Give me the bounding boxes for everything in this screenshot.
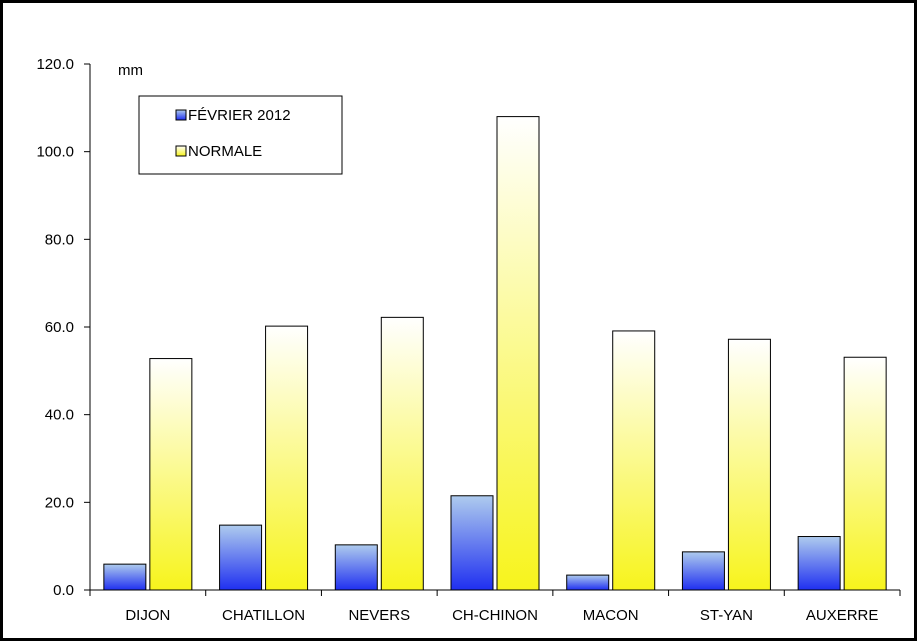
legend-label-fevrier: FÉVRIER 2012 bbox=[188, 107, 291, 124]
y-tick-label: 20.0 bbox=[45, 494, 74, 511]
x-category-label: CHATILLON bbox=[222, 607, 305, 624]
y-tick-label: 80.0 bbox=[45, 231, 74, 248]
legend-swatch-fevrier bbox=[175, 109, 187, 121]
legend-box bbox=[138, 95, 343, 175]
bar-normale bbox=[149, 358, 193, 591]
x-category-label: AUXERRE bbox=[806, 607, 879, 624]
bar-normale bbox=[843, 356, 887, 591]
x-category-label: MACON bbox=[583, 607, 639, 624]
bars bbox=[103, 116, 887, 591]
bar-fevrier bbox=[681, 551, 725, 591]
y-tick-label: 120.0 bbox=[36, 56, 74, 73]
x-category-label: ST-YAN bbox=[700, 607, 753, 624]
bar-fevrier bbox=[797, 536, 841, 591]
bar-fevrier bbox=[103, 563, 147, 591]
y-tick-label: 60.0 bbox=[45, 319, 74, 336]
legend-swatch-normale bbox=[175, 145, 187, 157]
y-tick-label: 100.0 bbox=[36, 144, 74, 161]
x-category-label: NEVERS bbox=[348, 607, 410, 624]
bar-normale bbox=[727, 338, 771, 591]
bar-normale bbox=[496, 116, 540, 591]
x-category-label: DIJON bbox=[125, 607, 170, 624]
bar-fevrier bbox=[566, 574, 610, 591]
unit-label: mm bbox=[118, 62, 143, 79]
labels: 0.0 20.0 40.0 60.0 80.0 100.0 120.0 DIJON CHATIL… bbox=[36, 56, 878, 624]
y-tick-label: 40.0 bbox=[45, 407, 74, 424]
bar-normale bbox=[265, 325, 309, 591]
y-tick-label: 0.0 bbox=[53, 582, 74, 599]
legend: FÉVRIER 2012 NORMALE bbox=[138, 95, 343, 175]
x-category-label: CH-CHINON bbox=[452, 607, 538, 624]
bar-fevrier bbox=[450, 495, 494, 591]
bar-fevrier bbox=[334, 544, 378, 591]
bar-fevrier bbox=[219, 524, 263, 591]
bar-normale bbox=[380, 316, 424, 591]
bar-normale bbox=[612, 330, 656, 591]
legend-label-normale: NORMALE bbox=[188, 143, 262, 160]
